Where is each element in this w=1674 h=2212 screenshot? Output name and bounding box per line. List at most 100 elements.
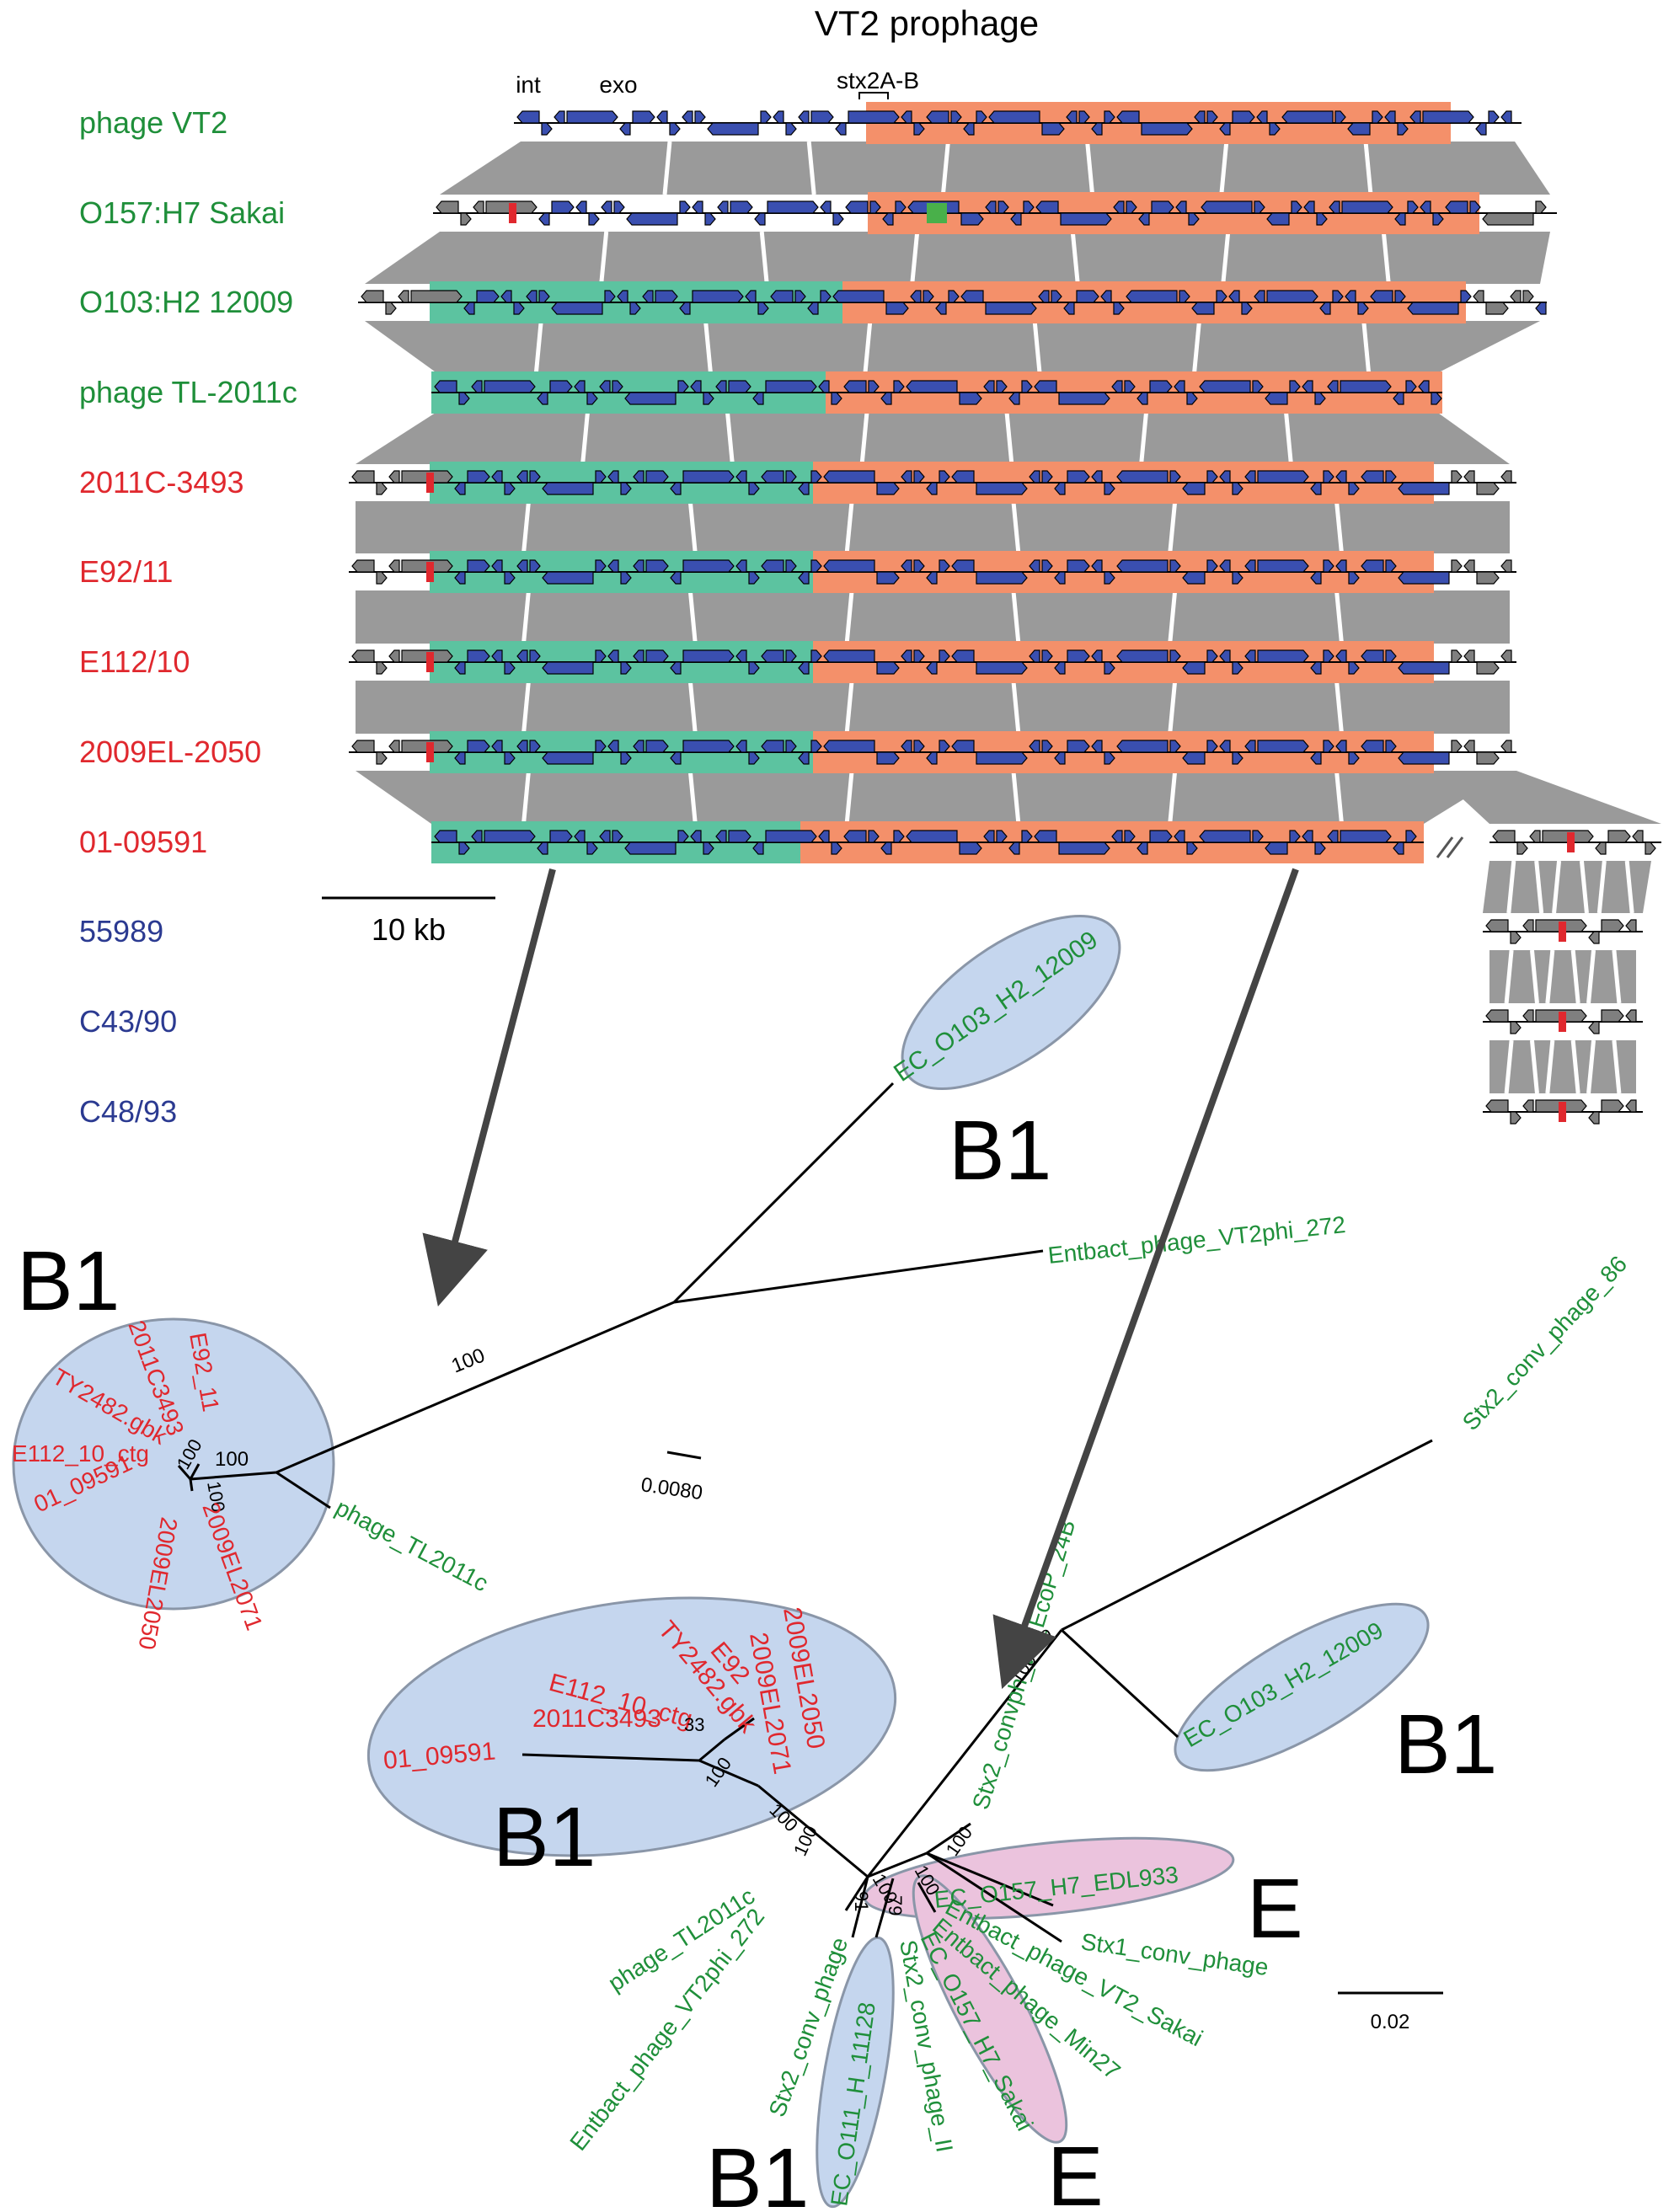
gene-arrow — [410, 290, 463, 303]
gene-arrow — [1256, 110, 1268, 124]
gene-arrow — [761, 559, 784, 573]
gene-arrow — [1445, 200, 1468, 214]
gene-arrow — [1323, 559, 1334, 573]
gene-arrow — [1348, 571, 1360, 585]
homology-gap — [1070, 231, 1080, 285]
gene-arrow — [1254, 200, 1265, 214]
gene-arrow — [935, 302, 947, 315]
gene-arrow — [1266, 212, 1290, 226]
gene-arrow — [694, 110, 706, 124]
gene-arrow — [504, 571, 516, 585]
gene-arrow — [1329, 200, 1340, 214]
gene-arrow — [551, 200, 575, 214]
gene-arrow — [1510, 1111, 1522, 1125]
gene-arrow — [1398, 661, 1450, 675]
bootstrap-left-2: 100 — [215, 1448, 249, 1471]
gene-arrow — [913, 122, 925, 136]
gene-arrow — [948, 290, 960, 303]
gene-arrow — [1460, 290, 1472, 303]
gene-arrow — [735, 559, 747, 573]
gene-arrow — [529, 559, 541, 573]
gene-arrow — [1607, 830, 1631, 843]
gene-arrow — [976, 110, 987, 124]
gene-arrow — [471, 380, 483, 393]
gene-arrow — [1257, 649, 1309, 663]
clade-label-left-2: B1 — [949, 1103, 1051, 1198]
gene-arrow — [985, 200, 997, 214]
homology-gap — [940, 141, 950, 195]
gene-arrow — [595, 649, 607, 663]
gene-arrow — [1310, 571, 1322, 585]
gene-arrow — [823, 649, 875, 663]
homology-gap — [1579, 860, 1589, 914]
gene-arrow — [612, 380, 623, 393]
gene-arrow — [1029, 559, 1040, 573]
gene-arrow — [1169, 740, 1181, 753]
gene-arrow — [690, 380, 702, 393]
homology-band-offset — [1432, 771, 1661, 824]
gene-arrow — [1138, 212, 1150, 226]
gene-arrow — [1041, 470, 1053, 484]
gene-arrow — [1116, 740, 1169, 753]
rleaf-stx1: Stx1_conv_phage — [1079, 1928, 1270, 1980]
gene-arrow — [1384, 110, 1396, 124]
gene-arrow — [1516, 842, 1528, 855]
homology-gap — [1545, 949, 1555, 1004]
rleaf-stx2-86: Stx2_conv_phage_86 — [1457, 1251, 1632, 1435]
gene-arrow — [454, 661, 466, 675]
marker-red — [1559, 922, 1566, 942]
homology-gap — [1334, 500, 1344, 554]
gene-arrow — [1182, 482, 1206, 495]
marker-red — [1559, 1102, 1566, 1122]
marker-red — [509, 203, 516, 223]
homology-gap — [687, 770, 698, 825]
gene-arrow — [529, 470, 541, 484]
gene-arrow — [1302, 380, 1313, 393]
marker-red — [426, 742, 434, 762]
gene-arrow — [1111, 380, 1123, 393]
gene-arrow — [1588, 931, 1600, 944]
scale-bar-left: 0.0080 — [639, 1451, 704, 1504]
track-labels: phage VT2 O157:H7 Sakai O103:H2 12009 phage… — [79, 105, 297, 1129]
gene-arrow — [1206, 110, 1218, 124]
gene-arrow — [1067, 470, 1090, 484]
track-label: C43/90 — [79, 1004, 177, 1039]
homology-gap — [759, 231, 769, 285]
track-label: E92/11 — [79, 554, 173, 589]
homology-band — [1483, 861, 1651, 913]
gene-arrow — [388, 559, 400, 573]
gene-arrow — [1141, 122, 1193, 136]
gene-arrow — [893, 830, 905, 843]
gene-arrow — [1035, 200, 1059, 214]
scale-bar-right-label: 0.02 — [1371, 2011, 1410, 2033]
gene-arrow — [882, 212, 894, 226]
gene-arrow — [1244, 740, 1256, 753]
gene-arrow — [1116, 649, 1169, 663]
scale-bar-right: 0.02 — [1338, 1991, 1443, 2033]
gene-arrow — [1232, 661, 1243, 675]
gene-arrow — [1314, 842, 1326, 855]
gene-arrow — [835, 122, 847, 136]
gene-arrow — [939, 559, 950, 573]
gene-arrow — [1418, 380, 1430, 393]
gene-arrow — [1169, 649, 1181, 663]
homology-gap — [1361, 320, 1372, 375]
gene-arrow — [1219, 122, 1231, 136]
gene-arrow — [1348, 482, 1360, 495]
gene-arrow — [574, 380, 586, 393]
gene-arrow — [1199, 380, 1251, 393]
homology-band — [356, 681, 1510, 734]
gene-arrow — [670, 482, 682, 495]
scale-bar-left-label: 0.0080 — [639, 1473, 703, 1504]
homology-gap — [1381, 231, 1391, 285]
gene-arrow — [620, 482, 632, 495]
homology-gap — [859, 410, 869, 465]
rclade-sakai-e: E — [1047, 2129, 1104, 2212]
gene-arrow — [1463, 470, 1475, 484]
gene-arrow — [703, 842, 714, 855]
homology-gap — [703, 320, 714, 375]
gene-arrow — [1169, 559, 1181, 573]
scale-bar-top: 10 kb — [322, 896, 495, 947]
homology-gap — [863, 320, 873, 375]
gene-arrow — [1206, 470, 1218, 484]
